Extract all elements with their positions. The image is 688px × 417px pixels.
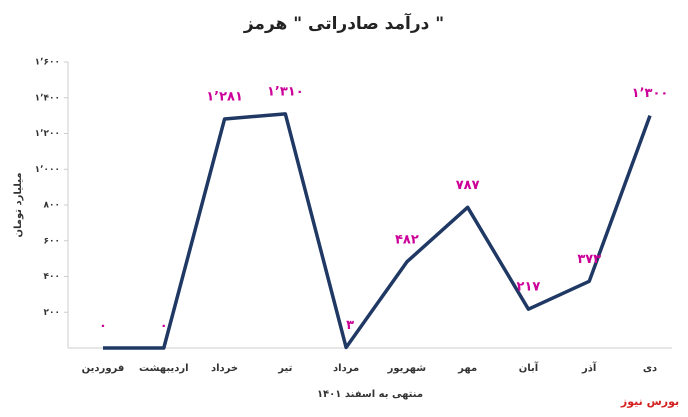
y-tick-label: ۱٬۰۰۰: [35, 165, 60, 175]
data-label: ۰: [99, 319, 107, 334]
x-tick-label: اردیبهشت: [139, 363, 189, 374]
y-tick-label: ۱٬۶۰۰: [35, 58, 60, 68]
x-tick-label: فروردین: [82, 363, 125, 374]
data-label: ۰: [160, 319, 168, 334]
y-tick-label: ۲۰۰: [44, 308, 60, 318]
data-label: ۱٬۲۸۱: [206, 90, 243, 105]
y-tick-label: ۱٬۴۰۰: [35, 93, 60, 103]
data-label: ۱٬۳۰۰: [632, 86, 669, 101]
x-tick-label: دی: [643, 363, 657, 374]
x-tick-label: مرداد: [333, 363, 359, 374]
x-axis-label: منتهی به اسفند ۱۴۰۱: [317, 389, 423, 400]
y-tick-label: ۱٬۲۰۰: [35, 129, 60, 139]
line: [103, 112, 652, 350]
chart-title: درآمد صادراتی " هرمز ": [243, 12, 444, 34]
x-tick-label: تیر: [277, 363, 292, 374]
x-tick-label: آبان: [519, 361, 539, 374]
data-label: ۲۱۷: [517, 280, 541, 295]
data-label: ۴۸۲: [395, 232, 419, 247]
source: بورس نیوز: [620, 395, 679, 408]
data-label: ۷۸۷: [456, 178, 480, 193]
y-tick-label: ۴۰۰: [44, 272, 60, 282]
x-tick-label: خرداد: [211, 363, 238, 374]
x-tick-label: مهر: [457, 363, 477, 374]
data-label: ۳: [346, 318, 354, 333]
y-tick-label: ۶۰۰: [44, 236, 60, 246]
x-tick-label: شهریور: [387, 363, 427, 374]
x-tick-label: آذر: [581, 361, 597, 374]
data-label: ۳۷۳: [577, 252, 601, 267]
y-axis-label: میلیارد تومان: [13, 172, 24, 237]
data-label: ۱٬۳۱۰: [267, 84, 304, 99]
y-tick-label: ۸۰۰: [44, 201, 60, 211]
